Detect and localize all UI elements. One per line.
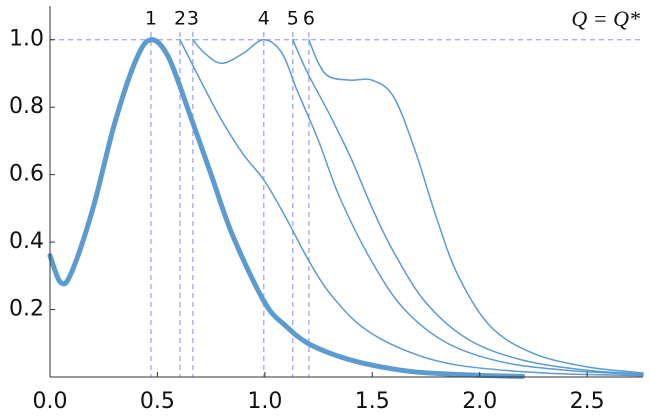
x-tick-label: 2.5 <box>570 389 605 414</box>
x-tick-label: 0.0 <box>33 389 68 414</box>
x-tick-label: 0.5 <box>140 389 175 414</box>
x-tick-label: 1.0 <box>247 389 282 414</box>
y-tick-label: 0.2 <box>9 297 44 322</box>
y-tick-label: 0.6 <box>9 162 44 187</box>
line <box>179 38 644 377</box>
y-tick-label: 0.8 <box>9 94 44 119</box>
marker-label: 4 <box>258 8 270 30</box>
marker-label: 1 <box>145 8 157 30</box>
marker-label: 3 <box>187 8 199 30</box>
marker-label: 6 <box>303 8 315 30</box>
marker-label: 2 <box>174 8 186 30</box>
line <box>192 38 644 376</box>
line <box>308 38 644 374</box>
marker-label: 5 <box>287 8 299 30</box>
line <box>292 38 644 375</box>
y-tick-label: 0.4 <box>9 229 44 254</box>
x-tick-label: 2.0 <box>462 389 497 414</box>
line <box>47 37 526 379</box>
x-tick-label: 1.5 <box>355 389 390 414</box>
annotation: Q = Q* <box>571 6 640 31</box>
y-tick-label: 1.0 <box>9 27 44 52</box>
